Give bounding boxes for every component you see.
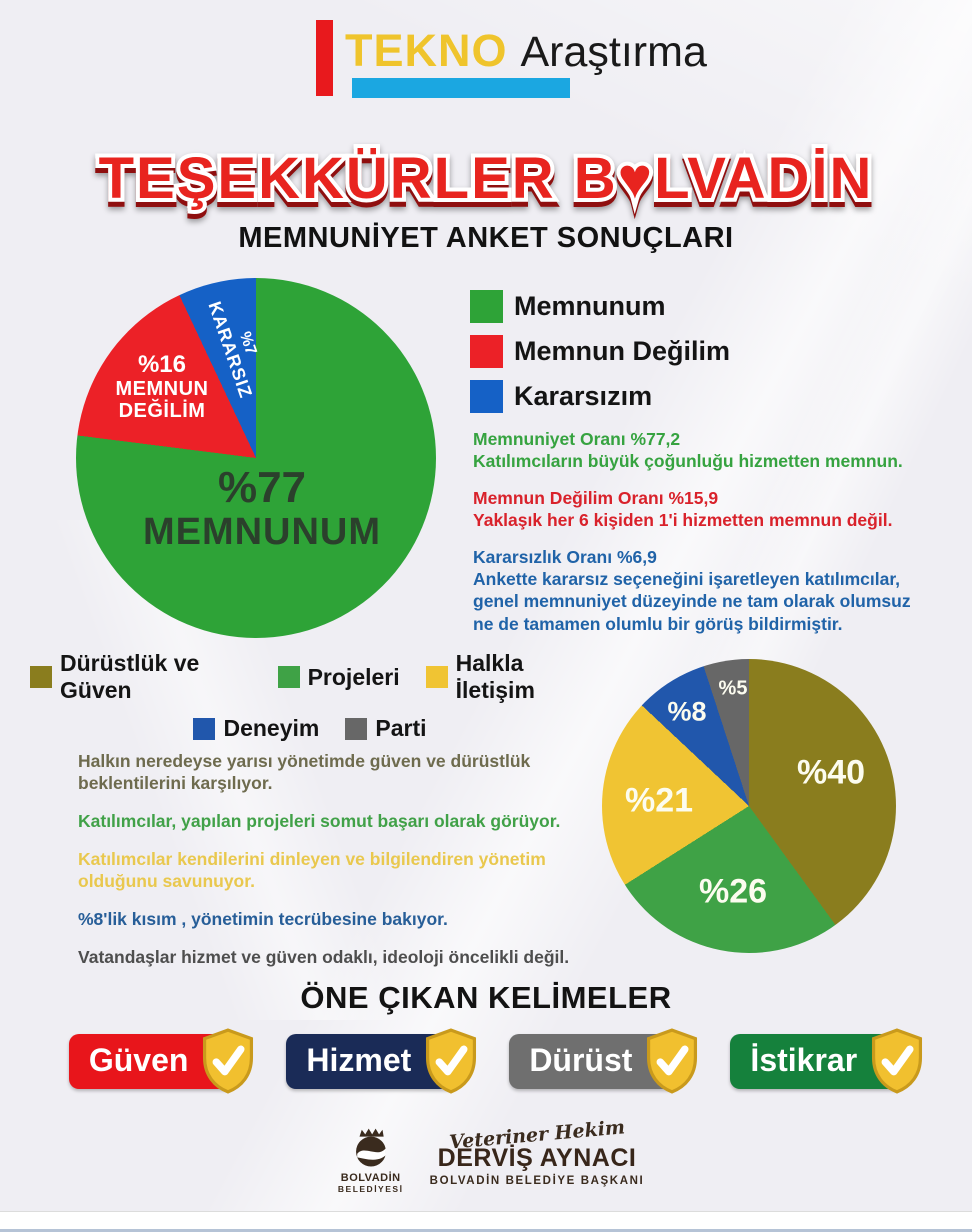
pie2-label-21: %21	[624, 781, 694, 820]
signature-name: DERVİŞ AYNACI	[437, 1144, 637, 1172]
shield-check-icon	[647, 1028, 698, 1094]
legend-item-memnunum: Memnunum	[470, 290, 730, 323]
pie2-label-40: %40	[796, 753, 866, 792]
legend-item-kararsizim: Kararsızım	[470, 380, 730, 413]
pie1-red-slice-label: %16 MEMNUN DEĞİLİM	[115, 351, 209, 423]
pie2-label-8: %8	[667, 696, 707, 727]
legend-swatch-yellow	[425, 666, 448, 688]
brand-logo: TEKNO Araştırma	[345, 28, 707, 74]
keyword-badge-istikrar: İstikrar	[730, 1028, 923, 1094]
legend-item-parti: Parti	[345, 715, 427, 742]
bottom-accent-line	[0, 1229, 972, 1232]
satisfaction-legend: Memnunum Memnun Değilim Kararsızım	[470, 290, 730, 413]
main-title-art: TEŞEKKÜRLER B♥LVADİN	[95, 142, 876, 215]
brand-name-light: Araştırma	[520, 28, 707, 76]
subtitle: MEMNUNİYET ANKET SONUÇLARI	[238, 222, 734, 254]
legend-swatch-gray	[345, 717, 368, 740]
legend-item-projeleri: Projeleri	[277, 664, 400, 691]
shield-check-icon	[203, 1028, 254, 1094]
brand-blue-underline	[352, 78, 570, 98]
bottom-white-band	[0, 1211, 972, 1232]
note-trust: Halkın neredeyse yarısı yönetimde güven …	[78, 751, 531, 794]
municipality-name: BOLVADİN	[340, 1172, 401, 1184]
legend-item-halkla-iletisim: Halkla İletişim	[425, 650, 590, 704]
expectations-pie-chart: %40 %26 %21 %8 %5	[602, 659, 896, 953]
note-service-focus: Vatandaşlar hizmet ve güven odaklı, ideo…	[78, 947, 570, 968]
expectations-legend: Dürüstlük ve Güven Projeleri Halkla İlet…	[30, 650, 590, 742]
municipality-crest-icon	[355, 1128, 386, 1167]
note-satisfaction: Memnuniyet Oranı %77,2 Katılımcıların bü…	[473, 429, 903, 472]
keyword-badge-hizmet: Hizmet	[286, 1028, 477, 1094]
legend-swatch-olive	[30, 666, 52, 688]
satisfaction-pie-chart: %16 MEMNUN DEĞİLİM %7 KARARSIZ %77 MEMNU…	[76, 278, 436, 638]
signature-role: BOLVADİN BELEDİYE BAŞKANI	[429, 1175, 645, 1187]
legend-swatch-blue	[193, 717, 216, 740]
pie2-label-5: %5	[718, 677, 748, 700]
legend-item-deneyim: Deneyim	[193, 715, 319, 742]
legend-item-memnun-degilim: Memnun Değilim	[470, 335, 730, 368]
pie2-label-26: %26	[698, 872, 768, 911]
municipality-logo-block: BOLVADİN BELEDİYESİ	[328, 1124, 414, 1194]
keyword-badges: Güven Hizmet Dürüst İstikrar	[0, 1028, 972, 1094]
municipality-subname: BELEDİYESİ	[337, 1184, 404, 1194]
legend-swatch-red	[470, 335, 503, 368]
note-projects: Katılımcılar, yapılan projeleri somut ba…	[78, 811, 561, 832]
legend-swatch-green	[277, 666, 300, 688]
footer: BOLVADİN BELEDİYESİ Veteriner Hekim DERV…	[0, 1116, 972, 1194]
brand-red-bar	[316, 20, 333, 96]
main-title: TEŞEKKÜRLER B♥LVADİN	[99, 146, 874, 211]
note-undecided: Kararsızlık Oranı %6,9 Ankette kararsız …	[473, 546, 911, 634]
keyword-badge-guven: Güven	[68, 1028, 254, 1094]
note-experience: %8'lik kısım , yönetimin tecrübesine bak…	[78, 909, 448, 930]
shield-check-icon	[872, 1028, 923, 1094]
expectations-notes: Halkın neredeyse yarısı yönetimde güven …	[78, 750, 574, 984]
pie1-green-slice-label: %77 MEMNUNUM	[142, 463, 382, 553]
legend-swatch-green	[470, 290, 503, 323]
keyword-badge-durust: Dürüst	[509, 1028, 698, 1094]
note-communication: Katılımcılar kendilerini dinleyen ve bil…	[78, 849, 546, 892]
legend-swatch-blue	[470, 380, 503, 413]
brand-name-bold: TEKNO	[345, 25, 508, 76]
keywords-heading: ÖNE ÇIKAN KELİMELER	[300, 980, 672, 1015]
shield-check-icon	[426, 1028, 477, 1094]
signature-block: Veteriner Hekim DERVİŞ AYNACI BOLVADİN B…	[429, 1116, 645, 1187]
legend-item-durustluk: Dürüstlük ve Güven	[30, 650, 252, 704]
satisfaction-notes: Memnuniyet Oranı %77,2 Katılımcıların bü…	[473, 428, 929, 649]
note-dissatisfaction: Memnun Değilim Oranı %15,9 Yaklaşık her …	[473, 487, 893, 531]
